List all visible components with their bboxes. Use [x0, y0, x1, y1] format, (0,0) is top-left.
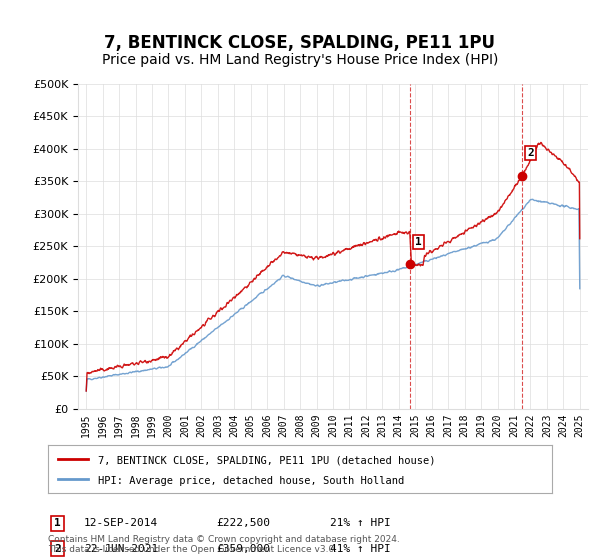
Text: £359,000: £359,000 — [216, 544, 270, 554]
Text: 7, BENTINCK CLOSE, SPALDING, PE11 1PU (detached house): 7, BENTINCK CLOSE, SPALDING, PE11 1PU (d… — [98, 455, 436, 465]
Text: £222,500: £222,500 — [216, 519, 270, 529]
Text: 2: 2 — [54, 544, 61, 554]
Text: HPI: Average price, detached house, South Holland: HPI: Average price, detached house, Sout… — [98, 476, 404, 486]
Text: 22-JUN-2021: 22-JUN-2021 — [84, 544, 158, 554]
Text: 12-SEP-2014: 12-SEP-2014 — [84, 519, 158, 529]
Text: 7, BENTINCK CLOSE, SPALDING, PE11 1PU: 7, BENTINCK CLOSE, SPALDING, PE11 1PU — [104, 34, 496, 52]
Text: 1: 1 — [54, 519, 61, 529]
Text: Contains HM Land Registry data © Crown copyright and database right 2024.
This d: Contains HM Land Registry data © Crown c… — [48, 535, 400, 554]
Text: Price paid vs. HM Land Registry's House Price Index (HPI): Price paid vs. HM Land Registry's House … — [102, 53, 498, 67]
Text: 41% ↑ HPI: 41% ↑ HPI — [330, 544, 391, 554]
Text: 21% ↑ HPI: 21% ↑ HPI — [330, 519, 391, 529]
Text: 2: 2 — [527, 148, 534, 158]
Text: 1: 1 — [415, 237, 422, 247]
